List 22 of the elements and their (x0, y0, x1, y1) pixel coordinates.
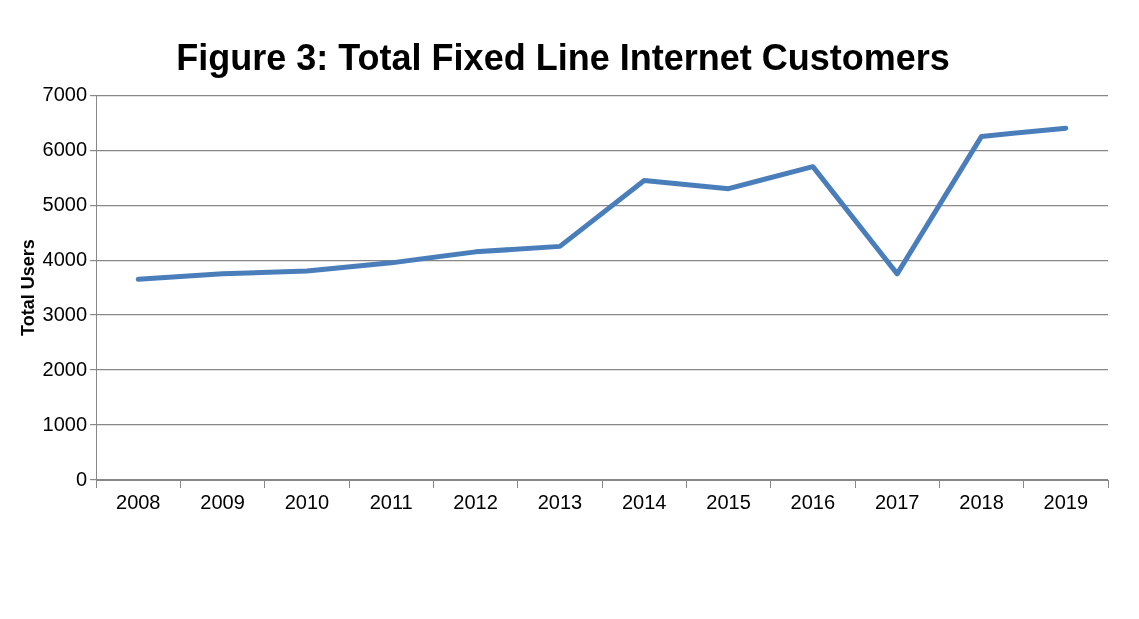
x-tick-label: 2017 (874, 490, 920, 513)
y-axis-title: Total Users (17, 239, 38, 336)
x-tick-label: 2008 (116, 490, 161, 513)
chart-title: Figure 3: Total Fixed Line Internet Customers (176, 36, 950, 78)
y-tick-label: 3000 (42, 302, 88, 325)
x-tick-label: 2018 (959, 490, 1004, 513)
y-tick-label: 7000 (42, 82, 88, 105)
y-tick-label: 4000 (42, 247, 88, 270)
y-tick-label: 6000 (42, 137, 88, 160)
x-tick-label: 2013 (537, 490, 583, 513)
x-tick-label: 2015 (706, 490, 751, 513)
y-tick-label: 2000 (42, 357, 88, 380)
y-tick-label: 1000 (42, 412, 88, 435)
x-tick-label: 2016 (790, 490, 836, 513)
x-tick-label: 2011 (369, 490, 413, 513)
y-tick-label: 5000 (42, 192, 88, 215)
y-tick-label: 0 (75, 467, 88, 490)
x-tick-label: 2014 (621, 490, 667, 513)
x-tick-label: 2010 (284, 490, 330, 513)
x-tick-label: 2012 (453, 490, 498, 513)
x-tick-label: 2009 (200, 490, 245, 513)
x-tick-label: 2019 (1043, 490, 1089, 513)
